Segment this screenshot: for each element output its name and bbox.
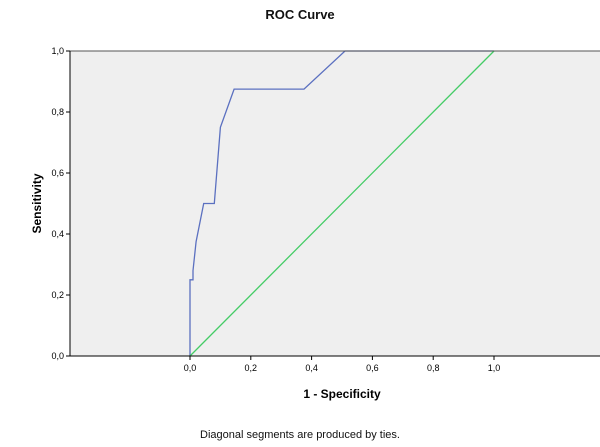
curves-layer <box>189 50 495 357</box>
y-tick-label: 0,8 <box>51 107 64 117</box>
y-tick-label: 1,0 <box>51 46 64 56</box>
y-axis-title: Sensitivity <box>30 173 44 233</box>
footnote: Diagonal segments are produced by ties. <box>200 429 400 441</box>
y-tick-label: 0,4 <box>51 229 64 239</box>
x-tick-label: 0,6 <box>366 363 379 373</box>
roc-curve-line <box>189 50 494 356</box>
x-tick-label: 0,2 <box>245 363 258 373</box>
reference-diagonal-line <box>189 50 495 357</box>
x-ticks: 0,0 0,2 0,4 0,6 0,8 1,0 <box>184 356 501 373</box>
y-ticks: 0,0 0,2 0,4 0,6 0,8 1,0 <box>51 46 70 361</box>
y-tick-label: 0,0 <box>51 351 64 361</box>
plot-area <box>70 51 600 356</box>
x-tick-label: 0,4 <box>305 363 318 373</box>
x-axis-title: 1 - Specificity <box>303 387 381 401</box>
y-tick-label: 0,2 <box>51 290 64 300</box>
x-tick-label: 0,0 <box>184 363 197 373</box>
x-tick-label: 1,0 <box>488 363 501 373</box>
y-tick-label: 0,6 <box>51 168 64 178</box>
chart-title: ROC Curve <box>265 7 335 22</box>
x-tick-label: 0,8 <box>427 363 440 373</box>
